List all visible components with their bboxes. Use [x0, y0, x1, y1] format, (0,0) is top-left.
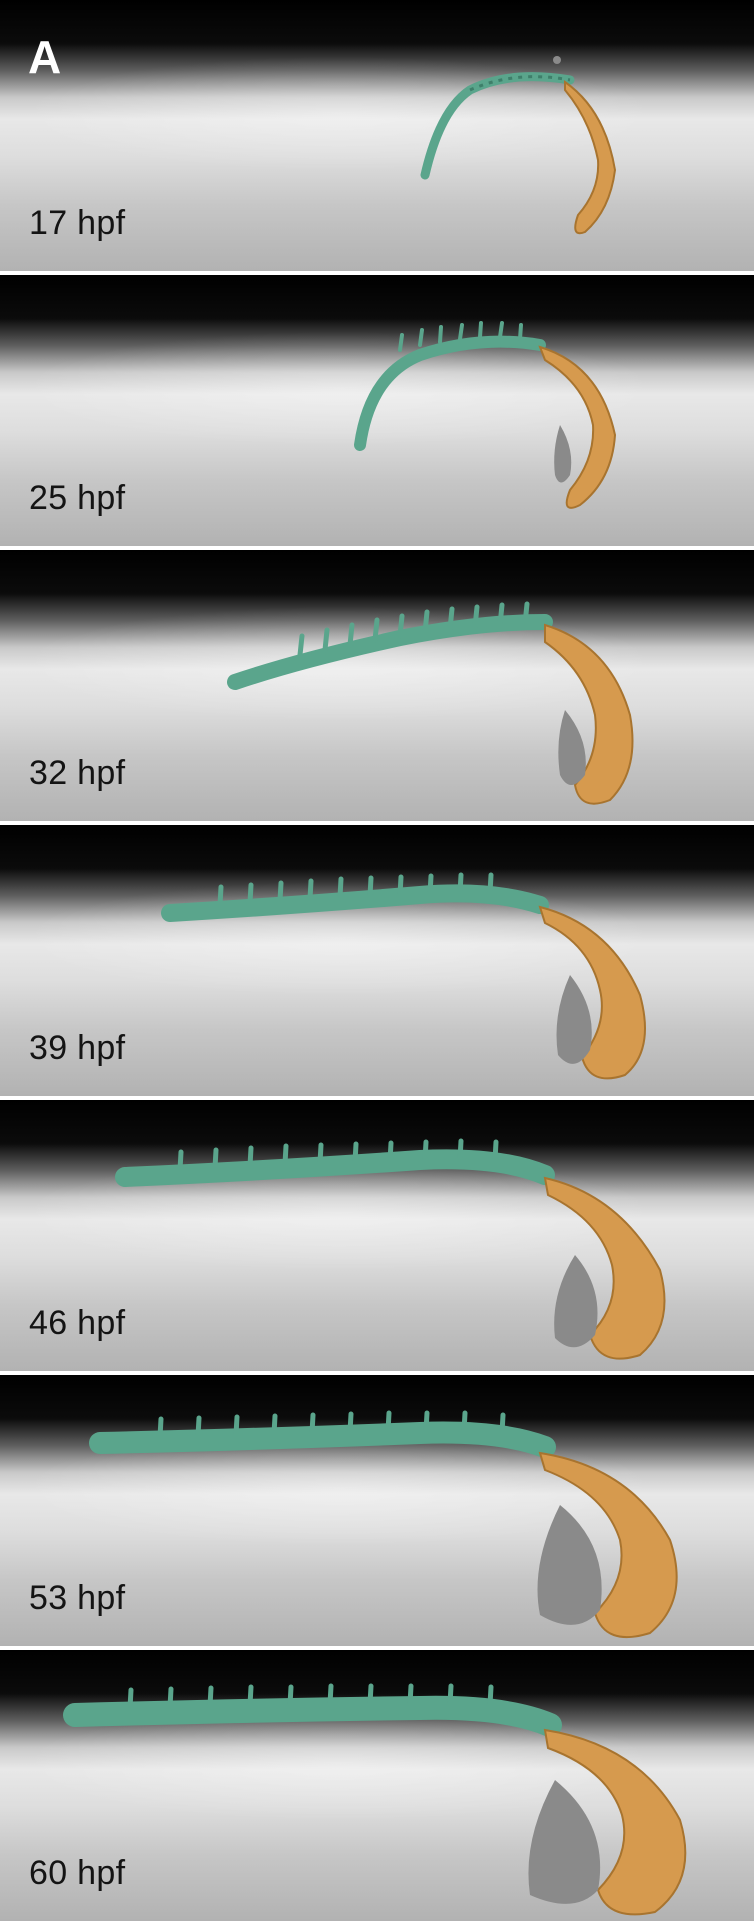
head-vessels: [564, 80, 617, 235]
trunk-segments: [469, 75, 571, 92]
head-vessels: [538, 905, 646, 1080]
head-vessels: [543, 1728, 687, 1916]
time-label: 46 hpf: [29, 1304, 126, 1342]
trunk-vessels: [89, 1421, 556, 1458]
time-label: 17 hpf: [29, 204, 126, 242]
time-label: 60 hpf: [29, 1854, 126, 1892]
trunk-vessels: [63, 1695, 562, 1737]
gray-tissue: [558, 710, 586, 785]
time-label: 39 hpf: [29, 1029, 126, 1067]
trunk-vessels: [115, 1149, 555, 1187]
embryo-render-25: [354, 321, 617, 509]
gray-tissue: [553, 56, 561, 64]
trunk-segments: [297, 601, 530, 658]
embryo-render-46: [115, 1138, 666, 1360]
embryo-render-60: [63, 1683, 687, 1916]
trunk-vessels: [227, 614, 553, 690]
panel-17-hpf: A 17 hpf: [0, 0, 754, 271]
panel-53-hpf: 53 hpf: [0, 1375, 754, 1646]
embryo-render-17: [420, 56, 617, 235]
trunk-vessels: [354, 335, 546, 451]
time-label: 32 hpf: [29, 754, 126, 792]
panel-letter: A: [28, 31, 62, 83]
gray-tissue: [556, 975, 592, 1064]
panel-32-hpf: 32 hpf: [0, 550, 754, 821]
head-vessels: [543, 1176, 666, 1360]
panel-60-hpf: 60 hpf: [0, 1650, 754, 1921]
embryo-render-32: [227, 601, 634, 805]
trunk-segments: [177, 1138, 499, 1173]
gray-tissue: [554, 1255, 598, 1348]
panel-46-hpf: 46 hpf: [0, 1100, 754, 1371]
trunk-segments: [127, 1683, 494, 1711]
trunk-segments: [398, 321, 523, 352]
gray-tissue: [528, 1780, 601, 1904]
trunk-segments: [217, 872, 494, 908]
time-label: 53 hpf: [29, 1579, 126, 1617]
trunk-vessels: [161, 884, 549, 922]
embryo-render-39: [161, 872, 646, 1080]
gray-tissue: [537, 1505, 602, 1625]
panel-25-hpf: 25 hpf: [0, 275, 754, 546]
gray-tissue: [554, 425, 572, 483]
embryo-render-53: [89, 1410, 678, 1638]
head-vessels: [544, 623, 634, 805]
trunk-segments: [157, 1410, 506, 1440]
time-label: 25 hpf: [29, 479, 126, 517]
head-vessels: [538, 1451, 678, 1638]
trunk-vessels: [420, 72, 575, 180]
panel-39-hpf: 39 hpf: [0, 825, 754, 1096]
head-vessels: [538, 345, 617, 509]
